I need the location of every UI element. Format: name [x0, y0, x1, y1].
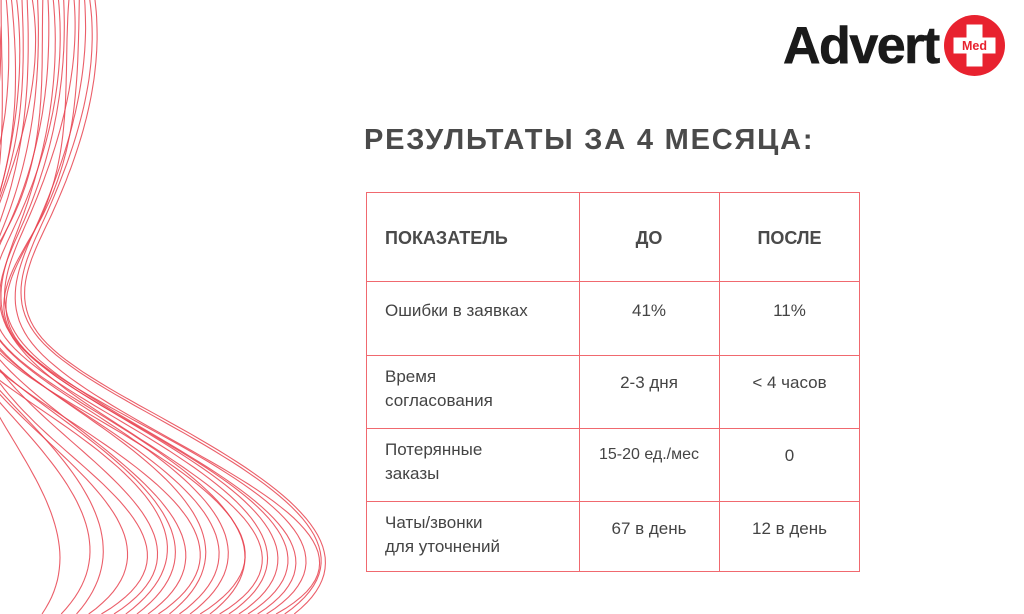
svg-text:Med: Med: [962, 39, 987, 53]
